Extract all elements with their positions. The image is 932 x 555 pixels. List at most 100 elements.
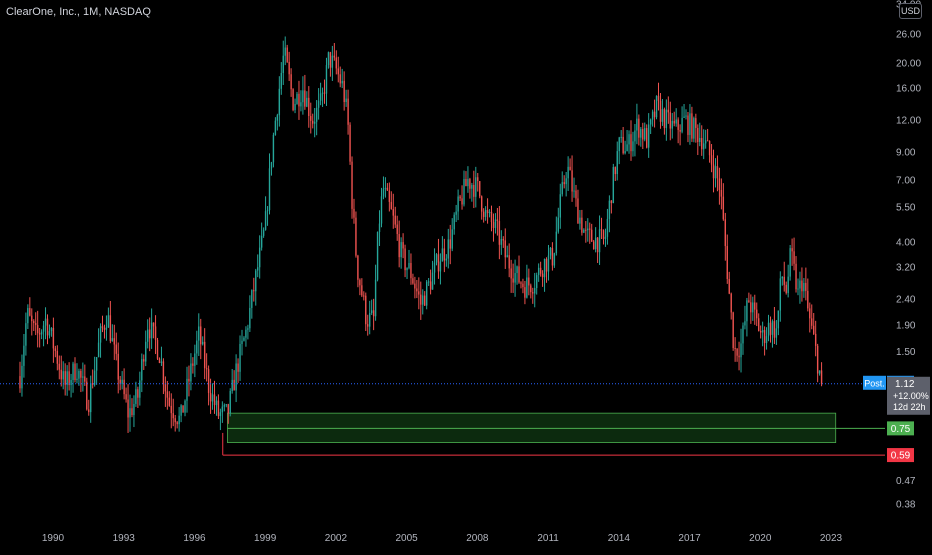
candle-body	[594, 237, 597, 250]
candle-body	[699, 138, 701, 142]
candle-body	[628, 134, 630, 145]
candle-body	[612, 167, 615, 204]
candle-body	[27, 308, 29, 324]
candle-body	[60, 369, 62, 380]
candle-body	[88, 409, 90, 413]
candle-body	[143, 359, 145, 362]
candle-body	[547, 255, 550, 272]
candle-body	[805, 282, 807, 291]
candle-body	[606, 218, 609, 237]
candle-body	[376, 232, 379, 280]
candle-body	[424, 295, 426, 306]
candle-body	[736, 348, 738, 356]
candle-body	[425, 281, 428, 306]
candle-body	[638, 118, 640, 138]
candle-body	[286, 47, 288, 62]
candle-body	[42, 325, 45, 332]
candle-body	[773, 321, 776, 338]
candle-body	[647, 124, 650, 148]
candle-body	[814, 333, 817, 346]
candle-body	[95, 357, 98, 371]
candle-body	[758, 318, 760, 332]
candle-body	[72, 363, 74, 381]
candle-body	[744, 321, 746, 326]
candle-body	[435, 254, 438, 263]
candle-body	[795, 263, 797, 290]
candles-layer	[19, 36, 823, 433]
candle-body	[418, 291, 420, 295]
candle-body	[488, 211, 491, 214]
candle-body	[683, 116, 685, 118]
candle-body	[816, 345, 819, 374]
x-tick-label: 2011	[537, 533, 559, 544]
candle-body	[793, 251, 795, 264]
x-axis: 1990 1993 1996 1999 2002 2005 2008 2011 2014 2017…	[42, 533, 843, 544]
candle-body	[473, 184, 475, 197]
candle-body	[618, 137, 620, 152]
candle-body	[46, 318, 49, 336]
candle-body	[761, 330, 764, 333]
candle-body	[282, 55, 284, 73]
candle-body	[734, 347, 736, 349]
candle-body	[296, 93, 298, 104]
post-tag: Post.	[864, 378, 885, 388]
candle-body	[469, 178, 471, 189]
candle-body	[62, 371, 64, 380]
x-tick-label: 2017	[678, 533, 701, 544]
candle-body	[310, 116, 312, 121]
candle-body	[78, 370, 80, 379]
candle-body	[412, 278, 414, 284]
last-price-label: 1.12	[895, 379, 915, 390]
candle-body	[626, 144, 628, 152]
y-tick-label: 4.00	[896, 238, 916, 249]
candle-body	[48, 331, 51, 336]
candle-body	[184, 400, 186, 413]
candle-body	[44, 318, 47, 326]
candle-body	[477, 177, 479, 182]
x-tick-label: 2014	[608, 533, 631, 544]
candle-body	[524, 287, 526, 298]
x-tick-label: 2002	[325, 533, 348, 544]
zone-layer	[222, 412, 885, 456]
candle-body	[25, 323, 27, 346]
candle-body	[103, 327, 106, 330]
candle-body	[345, 98, 347, 103]
candle-body	[382, 188, 385, 197]
candle-body	[40, 331, 43, 335]
last-price-box	[887, 376, 930, 415]
candle-body	[221, 406, 224, 413]
currency-button[interactable]: USD	[899, 3, 922, 19]
candle-body	[771, 321, 774, 335]
candle-body	[728, 278, 730, 294]
candle-body	[669, 112, 671, 129]
candle-body	[207, 369, 210, 393]
y-tick-label: 2.40	[896, 295, 916, 306]
candle-body	[255, 270, 257, 292]
candle-body	[115, 344, 117, 354]
candle-body	[785, 284, 787, 293]
candle-body	[91, 383, 94, 385]
candle-body	[492, 222, 495, 228]
candle-body	[367, 324, 369, 327]
candle-body	[644, 128, 646, 140]
candle-body	[807, 290, 809, 309]
candle-body	[148, 329, 151, 339]
candle-body	[708, 141, 711, 156]
candle-body	[596, 237, 599, 253]
candle-body	[209, 392, 212, 402]
candle-body	[551, 247, 554, 266]
x-tick-label: 1999	[254, 533, 277, 544]
candle-body	[331, 55, 334, 68]
candle-body	[107, 315, 110, 328]
candle-body	[712, 164, 715, 179]
candle-body	[317, 100, 320, 108]
candle-body	[724, 219, 727, 247]
candle-body	[532, 292, 534, 294]
candle-body	[215, 400, 218, 406]
candle-body	[150, 322, 153, 339]
candle-body	[319, 93, 322, 101]
candle-body	[634, 130, 636, 142]
candle-body	[400, 242, 402, 258]
